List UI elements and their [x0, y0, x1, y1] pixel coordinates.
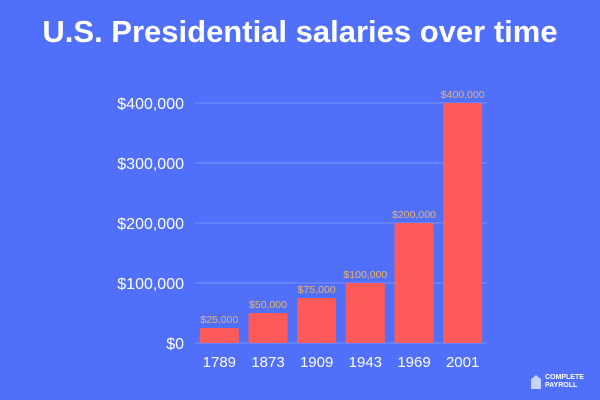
bar-1909 — [297, 298, 337, 343]
chart-title: U.S. Presidential salaries over time — [42, 14, 558, 49]
bar-1873 — [248, 313, 288, 343]
x-tick-label: 1909 — [300, 354, 333, 371]
x-tick-label: 1943 — [349, 354, 382, 371]
logo-building-icon — [531, 375, 541, 389]
y-tick-label: $200,000 — [117, 216, 184, 233]
y-tick-label: $0 — [166, 336, 184, 353]
y-tick-label: $400,000 — [117, 96, 184, 113]
y-tick-label: $100,000 — [117, 276, 184, 293]
x-tick-label: 1789 — [203, 354, 236, 371]
data-label: $25,000 — [200, 314, 238, 326]
data-label: $100,000 — [343, 269, 387, 281]
bar-1943 — [345, 283, 385, 343]
logo-line2: PAYROLL — [545, 382, 578, 389]
x-tick-label: 2001 — [446, 354, 479, 371]
bar-1789 — [199, 328, 239, 343]
bar-1969 — [394, 223, 434, 343]
x-tick-label: 1969 — [397, 354, 430, 371]
x-tick-label: 1873 — [251, 354, 284, 371]
y-tick-label: $300,000 — [117, 156, 184, 173]
bar-2001 — [443, 103, 483, 343]
logo-line1: COMPLETE — [545, 374, 584, 381]
data-label: $400,000 — [441, 89, 485, 101]
data-label: $200,000 — [392, 209, 436, 221]
data-label: $75,000 — [298, 284, 336, 296]
complete-payroll-logo: COMPLETE PAYROLL — [531, 374, 584, 390]
data-label: $50,000 — [249, 299, 287, 311]
